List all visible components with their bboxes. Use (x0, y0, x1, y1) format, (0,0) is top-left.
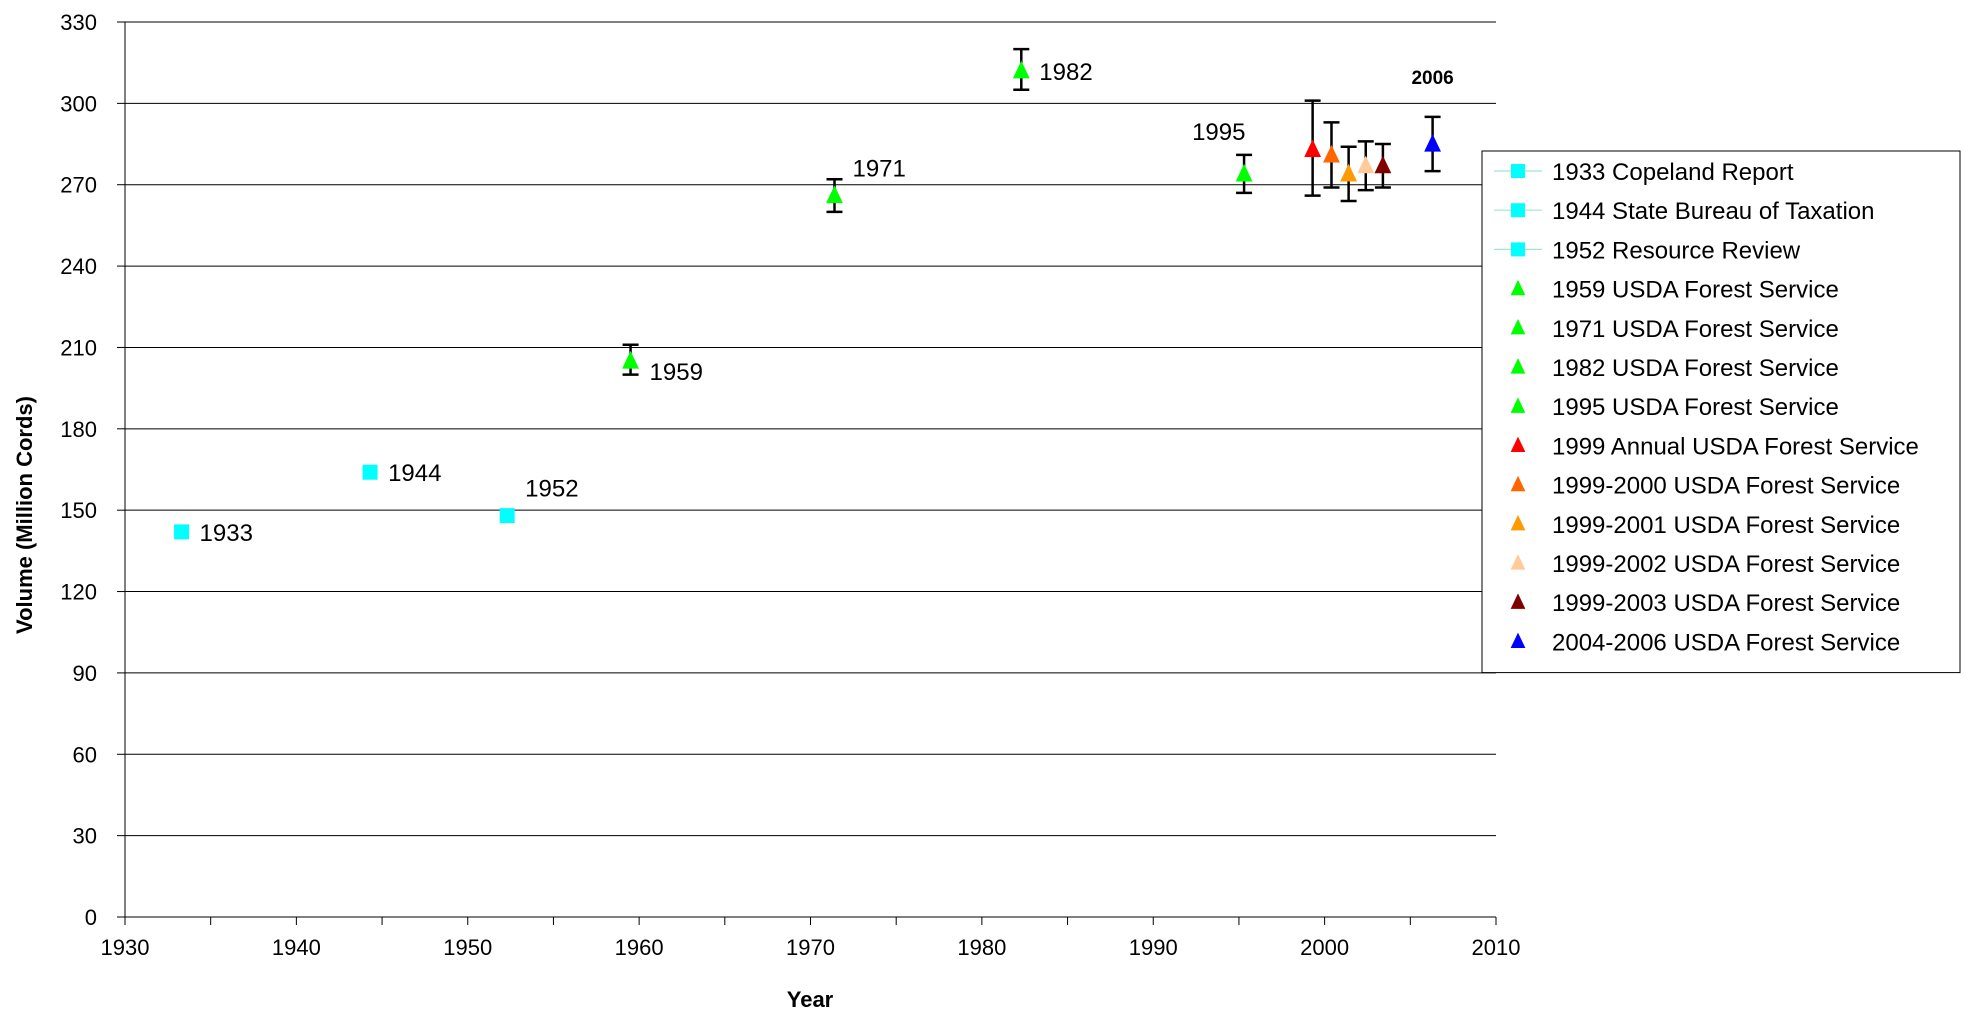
legend-entry: 1995 USDA Forest Service (1552, 394, 1839, 421)
legend-marker (1510, 358, 1526, 374)
y-tick-label: 0 (85, 905, 97, 930)
x-tick-label: 2000 (1300, 935, 1349, 960)
legend-marker (1510, 632, 1526, 649)
x-tick-label: 1960 (615, 935, 664, 960)
legend-marker (1511, 242, 1525, 257)
x-tick-label: 1940 (272, 935, 321, 960)
point-label: 1944 (388, 460, 441, 487)
axes: 0 30 60 90 120 150 180 210 240 270 300 330 1930 1940 1… (60, 10, 1520, 960)
y-tick-label: 240 (60, 254, 97, 279)
data-point (362, 464, 378, 480)
data-point (1304, 139, 1322, 158)
y-tick-label: 120 (60, 580, 97, 605)
data-point (1012, 60, 1030, 79)
legend-entry: 2004-2006 USDA Forest Service (1552, 629, 1900, 656)
point-label: 2006 (1411, 68, 1453, 89)
data-point (1357, 155, 1375, 174)
legend-box (1481, 150, 1961, 674)
legend-entry: 1933 Copeland Report (1552, 159, 1794, 186)
data-point (1424, 133, 1441, 152)
legend-entry: 1999-2003 USDA Forest Service (1552, 590, 1900, 617)
data-point (1235, 163, 1253, 182)
grid (125, 21, 1496, 837)
legend-entry: 1982 USDA Forest Service (1552, 355, 1839, 382)
data-point (1374, 155, 1392, 174)
data-point (1340, 163, 1358, 182)
y-tick-label: 150 (60, 498, 97, 523)
data-point (499, 508, 515, 524)
y-tick-label: 330 (60, 10, 97, 35)
legend-marker (1510, 475, 1526, 492)
legend-entry: 1971 USDA Forest Service (1552, 316, 1839, 343)
x-tick-label: 1970 (786, 935, 835, 960)
point-labels: 1933 1944 1952 1959 1971 1982 1995 2006 (200, 59, 1454, 547)
error-bars (622, 47, 1441, 376)
point-label: 1952 (525, 476, 578, 503)
x-tick-label: 1990 (1129, 935, 1178, 960)
y-tick-label: 270 (60, 173, 97, 198)
x-tick-label: 1980 (957, 935, 1006, 960)
point-label: 1982 (1039, 59, 1092, 86)
legend-marker (1510, 436, 1526, 453)
point-label: 1959 (650, 359, 703, 386)
y-tick-label: 60 (73, 742, 97, 767)
y-tick-label: 90 (73, 661, 97, 686)
legend-marker (1510, 279, 1526, 296)
x-axis-title: Year (787, 987, 834, 1010)
data-point (826, 185, 843, 204)
legend-entry: 1944 State Bureau of Taxation (1552, 198, 1874, 225)
data-point (1323, 144, 1340, 163)
legend: 1933 Copeland Report 1944 State Bureau of… (1481, 150, 1961, 674)
y-tick-label: 300 (60, 91, 97, 116)
legend-marker (1510, 514, 1526, 531)
legend-marker (1511, 203, 1525, 218)
point-label: 1971 (852, 156, 905, 183)
legend-marker (1510, 554, 1526, 570)
data-point (622, 350, 639, 369)
legend-marker (1510, 318, 1526, 335)
y-tick-label: 180 (60, 417, 97, 442)
legend-entry: 1999-2002 USDA Forest Service (1552, 551, 1900, 578)
y-axis-title: Volume (Million Cords) (12, 396, 37, 634)
data-markers (174, 60, 1441, 540)
x-tick-label: 1950 (443, 935, 492, 960)
data-point (174, 524, 190, 540)
legend-entry: 1959 USDA Forest Service (1552, 277, 1839, 304)
legend-entry: 1952 Resource Review (1552, 237, 1801, 264)
point-label: 1933 (200, 520, 253, 547)
x-tick-label: 1930 (101, 935, 150, 960)
legend-entry: 1999-2001 USDA Forest Service (1552, 512, 1900, 539)
legend-entry: 1999-2000 USDA Forest Service (1552, 473, 1900, 500)
legend-entry: 1999 Annual USDA Forest Service (1552, 433, 1919, 460)
y-tick-label: 30 (73, 824, 97, 849)
point-label: 1995 (1192, 119, 1245, 146)
legend-marker (1510, 593, 1526, 609)
legend-marker (1510, 397, 1526, 413)
x-tick-label: 2010 (1472, 935, 1521, 960)
legend-marker (1511, 164, 1525, 178)
y-tick-label: 210 (60, 335, 97, 360)
